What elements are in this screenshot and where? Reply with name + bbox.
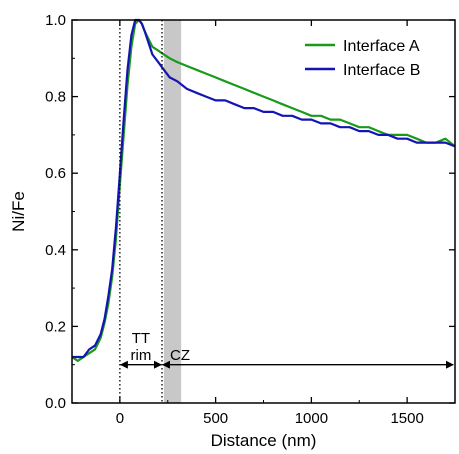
x-tick-label: 1000: [295, 410, 328, 427]
legend-label-1: Interface A: [343, 38, 420, 55]
y-axis-ticks: 0.0 0.2 0.4 0.6 0.8 1.0: [45, 12, 455, 412]
legend-label-2: Interface B: [343, 62, 420, 79]
y-tick-label: 0.8: [45, 89, 66, 106]
y-axis-label: Ni/Fe: [9, 191, 28, 232]
x-axis-ticks: 0 500 1000 1500: [116, 20, 424, 427]
x-axis-label: Distance (nm): [211, 431, 317, 450]
y-tick-label: 0.0: [45, 395, 66, 412]
x-tick-label: 0: [116, 410, 124, 427]
y-tick-label: 0.4: [45, 242, 66, 259]
x-tick-label: 1500: [390, 410, 423, 427]
series-line-interface-b: [72, 18, 456, 359]
y-tick-label: 0.6: [45, 165, 66, 182]
y-tick-label: 1.0: [45, 12, 66, 29]
shaded-region: [163, 20, 182, 403]
cz-label: CZ: [170, 347, 190, 364]
y-tick-label: 0.2: [45, 318, 66, 335]
tt-rim-label-line2: rim: [131, 347, 152, 364]
series-group: [71, 18, 456, 362]
legend: Interface A Interface B: [305, 38, 420, 79]
plot-area: [71, 18, 456, 403]
tt-rim-label-line1: TT: [132, 330, 150, 347]
x-tick-label: 500: [203, 410, 228, 427]
